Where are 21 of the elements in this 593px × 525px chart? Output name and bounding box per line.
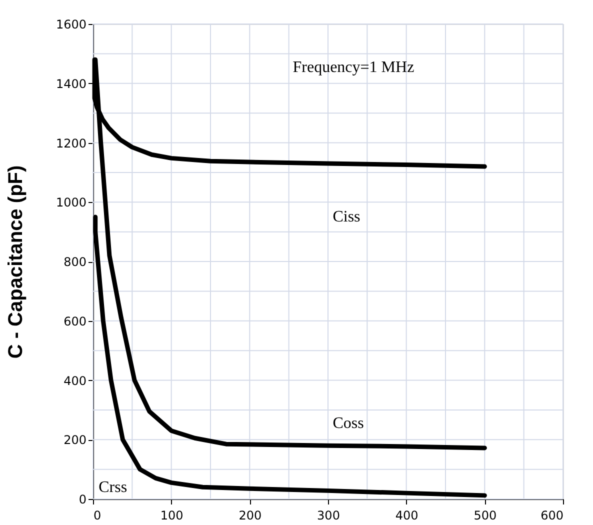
annotation: Crss: [98, 479, 128, 496]
y-tick-label: 1200: [56, 136, 86, 150]
x-tick-label: 300: [317, 508, 340, 522]
y-tick-label: 1400: [56, 76, 86, 91]
x-tick-label: 600: [540, 508, 564, 522]
y-axis-title: C - Capacitance (pF): [4, 165, 27, 359]
x-tick-label: 100: [160, 508, 184, 522]
annotation: Ciss: [332, 208, 360, 226]
y-tick-label: 200: [64, 433, 86, 448]
y-tick-label: 1600: [56, 18, 86, 32]
x-tick-label: 200: [238, 508, 262, 522]
y-tick-label: 600: [64, 314, 86, 328]
x-tick-label: 0: [94, 508, 102, 522]
y-tick-label: 400: [64, 374, 86, 388]
x-tick-label: 500: [474, 508, 497, 522]
y-tick-label: 800: [64, 255, 86, 269]
y-tick-label: 0: [78, 492, 86, 506]
annotation: Coss: [332, 415, 364, 432]
annotation: Frequency=1 MHz: [292, 58, 414, 76]
y-tick-label: 1000: [56, 196, 86, 210]
x-tick-label: 400: [395, 508, 418, 522]
